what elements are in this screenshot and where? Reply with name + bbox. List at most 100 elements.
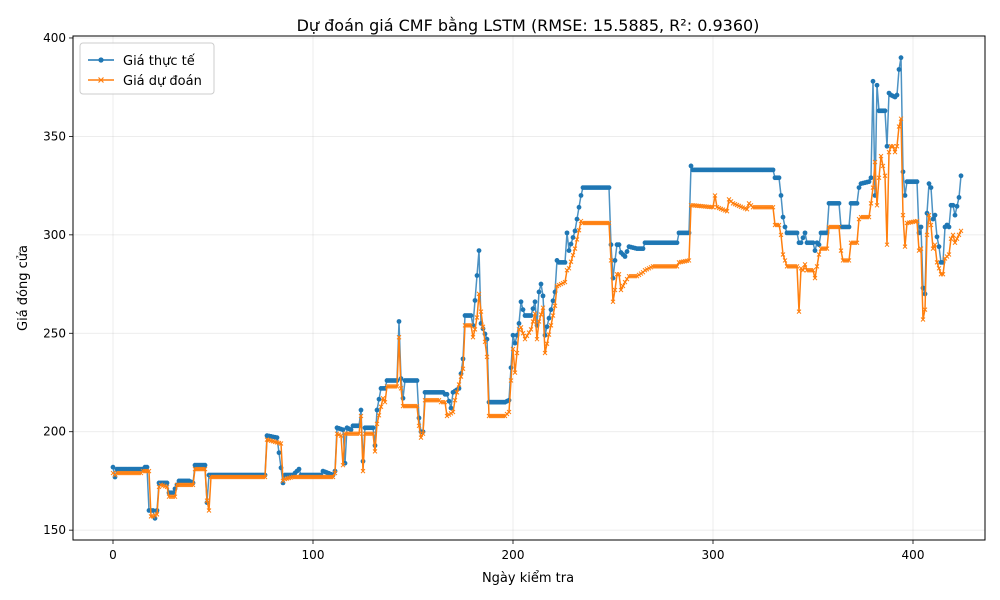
data-point — [866, 179, 872, 185]
data-point — [468, 313, 474, 318]
data-point — [882, 173, 888, 179]
data-point — [770, 204, 776, 210]
data-point — [624, 276, 630, 282]
data-point — [144, 464, 150, 470]
data-point — [540, 293, 546, 299]
data-point — [398, 386, 404, 391]
data-point — [674, 263, 680, 269]
data-point — [934, 234, 940, 240]
data-point — [872, 159, 878, 165]
data-point — [370, 431, 376, 437]
data-point — [452, 397, 458, 403]
data-point — [914, 179, 920, 185]
legend: Giá thực tế Giá dự đoán — [79, 42, 215, 95]
data-point — [518, 299, 524, 305]
data-point — [924, 232, 930, 238]
data-point — [358, 413, 364, 419]
data-point — [518, 325, 524, 330]
legend-marker-actual — [98, 57, 104, 63]
data-point — [562, 260, 568, 265]
data-point — [550, 313, 556, 318]
data-point — [928, 222, 934, 228]
data-point — [794, 263, 800, 269]
data-point — [150, 508, 156, 513]
data-point — [330, 474, 336, 480]
data-point — [914, 218, 920, 224]
data-point — [572, 228, 578, 234]
data-point — [606, 220, 612, 226]
data-point — [954, 203, 960, 209]
data-point — [536, 289, 542, 295]
data-point — [782, 224, 788, 230]
data-point — [890, 143, 896, 149]
chart-title: Dự đoán giá CMF bằng LSTM (RMSE: 15.5885… — [297, 16, 760, 35]
x-tick-label: 400 — [902, 548, 925, 562]
data-point — [164, 480, 170, 486]
data-point — [800, 235, 806, 241]
data-point — [358, 407, 364, 413]
data-point — [414, 378, 420, 383]
data-point — [880, 163, 886, 169]
data-point — [902, 244, 908, 250]
data-point — [618, 287, 624, 293]
data-point — [416, 423, 422, 429]
data-point — [450, 409, 456, 415]
data-point — [170, 490, 176, 496]
data-point — [444, 391, 450, 397]
data-point — [950, 202, 956, 208]
data-point — [278, 441, 284, 446]
data-point — [870, 185, 876, 190]
data-point — [476, 248, 482, 253]
data-point — [846, 258, 852, 263]
data-point — [380, 395, 386, 401]
data-point — [296, 466, 302, 472]
data-point — [374, 407, 380, 413]
data-point — [382, 399, 388, 405]
data-point — [778, 232, 784, 238]
data-point — [776, 175, 782, 181]
data-point — [536, 319, 542, 324]
data-point — [348, 427, 354, 433]
data-point — [396, 319, 402, 324]
data-point — [886, 149, 892, 155]
data-point — [918, 224, 924, 230]
data-point — [508, 378, 514, 383]
data-point — [882, 108, 888, 114]
data-point — [898, 55, 904, 61]
data-point — [532, 299, 538, 305]
data-point — [572, 246, 578, 251]
data-point — [810, 267, 816, 273]
x-axis-label: Ngày kiểm tra — [482, 571, 574, 586]
data-point — [616, 242, 622, 248]
data-point — [902, 193, 908, 198]
series-layer — [110, 55, 964, 521]
data-point — [478, 309, 484, 314]
data-point — [796, 309, 802, 314]
data-point — [262, 474, 268, 480]
data-point — [540, 305, 546, 311]
data-point — [958, 173, 964, 179]
data-point — [932, 212, 938, 218]
data-point — [202, 462, 208, 468]
legend-marker-predicted — [98, 77, 104, 83]
data-point — [778, 193, 784, 198]
data-point — [474, 273, 480, 278]
data-point — [578, 193, 584, 198]
data-point — [468, 323, 474, 328]
data-point — [802, 230, 808, 236]
data-point — [512, 370, 518, 376]
data-point — [420, 431, 426, 437]
data-point — [550, 298, 556, 304]
data-point — [810, 240, 816, 246]
data-point — [110, 464, 116, 470]
data-point — [898, 116, 904, 122]
data-point — [526, 330, 532, 335]
data-point — [332, 470, 338, 476]
x-tick-label: 100 — [302, 548, 325, 562]
data-point — [574, 237, 580, 242]
data-point — [866, 214, 872, 220]
data-point — [622, 254, 628, 259]
data-point — [950, 232, 956, 238]
data-point — [524, 333, 530, 339]
data-point — [482, 339, 488, 345]
